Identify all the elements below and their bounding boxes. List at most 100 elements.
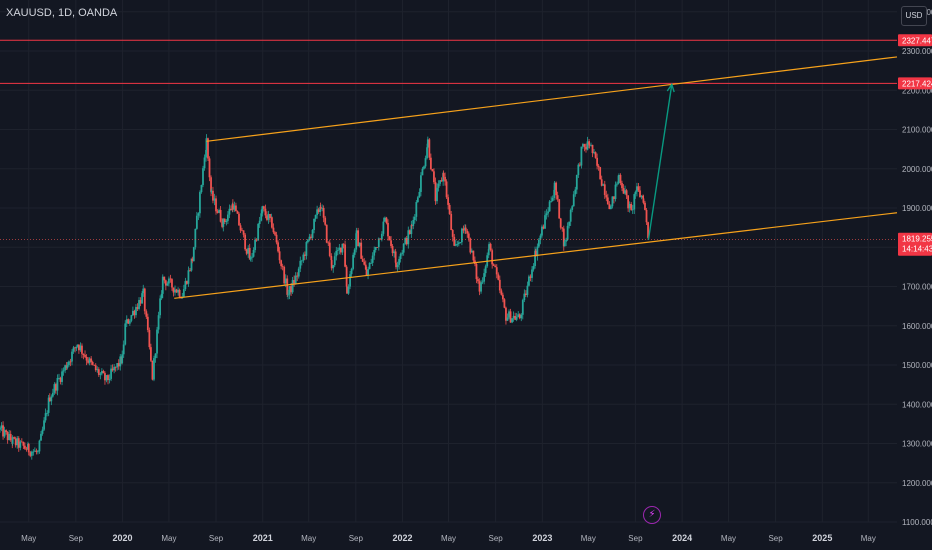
candle-body — [283, 266, 286, 284]
candle-body — [415, 202, 418, 217]
candle-body — [187, 270, 190, 284]
candle-body — [408, 230, 411, 234]
candle-body — [494, 265, 497, 268]
candle-body — [74, 347, 76, 349]
candle-body — [350, 268, 353, 275]
candle-body — [515, 316, 518, 320]
candle-body — [585, 146, 587, 150]
candle-body — [128, 320, 131, 324]
candle-body — [102, 371, 105, 374]
candle-body — [424, 158, 427, 167]
candle-body — [469, 238, 472, 253]
candle-body — [33, 450, 36, 452]
candle-body — [145, 311, 148, 317]
candle-body — [133, 310, 136, 316]
symbol-title[interactable]: XAUUSD, 1D, OANDA — [6, 7, 118, 19]
channel-upper-line — [206, 56, 898, 142]
price-axis[interactable]: 1100.000 1200.000 1300.000 1400.000 1500.000… — [902, 8, 932, 527]
candle-body — [22, 441, 25, 446]
candle-body — [189, 270, 191, 272]
candle-body — [90, 358, 93, 362]
candle-body — [532, 266, 535, 270]
time-axis[interactable]: May Sep 2020 May Sep 2021 May Sep 2022 May Sep 2023… — [21, 533, 876, 543]
candle-body — [199, 192, 201, 214]
candle-body — [616, 183, 618, 185]
candle-body — [644, 202, 646, 210]
candle-body — [501, 294, 504, 300]
candle-body — [410, 225, 413, 234]
candle-body — [380, 233, 383, 240]
candle-body — [19, 441, 22, 448]
candle-body — [582, 144, 584, 147]
candle-body — [310, 236, 312, 238]
candle-body — [135, 307, 137, 316]
candle-body — [124, 323, 127, 345]
candle-body — [416, 197, 419, 203]
candle-body — [360, 242, 363, 259]
candle-body — [475, 263, 478, 280]
candle-body — [110, 368, 112, 379]
candle-body — [500, 290, 503, 295]
candle-body — [267, 214, 270, 220]
candle-body — [339, 247, 342, 253]
candle-body — [13, 437, 16, 439]
candle-body — [628, 203, 631, 209]
candle-body — [91, 361, 94, 365]
resistance-lower-label-bg — [898, 77, 932, 90]
time-tick-label: 2025 — [812, 533, 832, 543]
candle-body — [382, 221, 385, 234]
candle-body — [8, 433, 11, 441]
candle-body — [223, 219, 226, 223]
candle-body — [117, 363, 120, 367]
candle-body — [385, 217, 388, 223]
candle-body — [32, 451, 35, 453]
candle-body — [338, 247, 341, 251]
candle-body — [410, 225, 413, 227]
candle-body — [467, 233, 470, 239]
candle-body — [132, 310, 134, 316]
candle-body — [508, 311, 510, 318]
time-tick-label: 2024 — [672, 533, 692, 543]
candle-body — [77, 344, 80, 351]
candle-body — [226, 214, 229, 221]
candle-body — [376, 247, 379, 248]
candle-body — [437, 183, 440, 188]
current-price-tag-bg — [898, 232, 932, 256]
candle-body — [218, 209, 220, 213]
candle-body — [551, 197, 554, 201]
candle-body — [421, 168, 424, 176]
currency-button[interactable]: USD — [901, 6, 927, 26]
candle-body — [299, 260, 302, 269]
candle-body — [62, 370, 65, 372]
candle-body — [461, 228, 463, 243]
price-tick-label: 2100.000 — [902, 126, 932, 135]
candle-body — [371, 255, 374, 263]
candle-body — [426, 139, 429, 148]
candle-body — [580, 146, 583, 166]
candle-body — [577, 164, 580, 175]
candle-body — [358, 242, 361, 247]
time-tick-label: Sep — [488, 534, 503, 543]
candle-body — [434, 182, 437, 202]
candle-body — [216, 211, 219, 213]
time-tick-label: 2020 — [113, 533, 133, 543]
candle-body — [327, 242, 330, 244]
candle-body — [182, 289, 185, 297]
candle-body — [590, 144, 592, 146]
lightning-bolt-icon[interactable]: ⚡ — [643, 506, 661, 524]
candle-body — [357, 230, 360, 247]
candle-body — [195, 215, 198, 229]
candle-body — [631, 209, 634, 211]
candle-body — [640, 195, 643, 198]
time-tick-label: Sep — [349, 534, 364, 543]
candle-body — [303, 254, 306, 256]
candle-body — [178, 289, 181, 298]
candle-body — [480, 282, 482, 292]
candle-body — [407, 230, 410, 245]
candle-body — [324, 217, 327, 225]
candle-body — [512, 315, 515, 319]
candle-body — [157, 315, 160, 330]
candle-body — [111, 368, 114, 371]
candle-body — [574, 189, 577, 195]
